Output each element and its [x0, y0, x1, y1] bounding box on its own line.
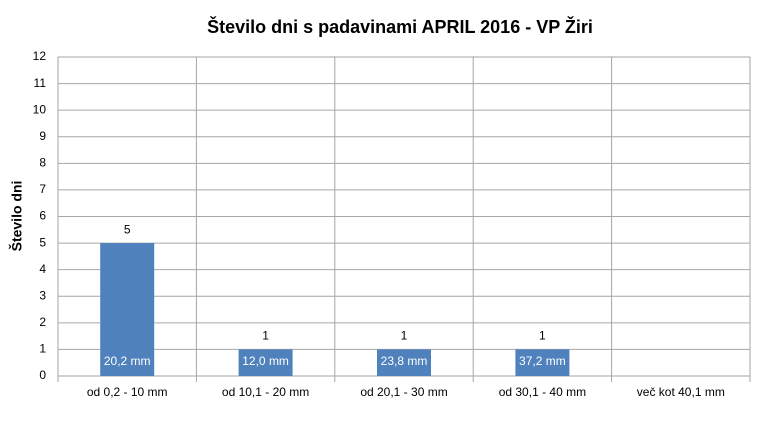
y-tick-label: 4: [39, 262, 46, 276]
x-tick-label: od 10,1 - 20 mm: [222, 385, 309, 399]
y-axis-label: Število dni: [8, 181, 25, 252]
y-tick-label: 2: [39, 315, 46, 329]
x-tick-label: od 30,1 - 40 mm: [499, 385, 586, 399]
x-tick-label: od 20,1 - 30 mm: [360, 385, 447, 399]
y-tick-label: 1: [39, 342, 46, 356]
bar-annotation: 37,2 mm: [519, 354, 566, 368]
y-tick-label: 5: [39, 235, 46, 249]
y-tick-label: 10: [33, 102, 47, 116]
y-tick-label: 6: [39, 209, 46, 223]
x-tick-label: od 0,2 - 10 mm: [87, 385, 168, 399]
y-tick-label: 8: [39, 156, 46, 170]
data-label: 1: [262, 329, 269, 343]
data-label: 5: [124, 222, 131, 236]
y-tick-label: 12: [33, 49, 47, 63]
bar-annotation: 23,8 mm: [381, 354, 428, 368]
x-tick-label: več kot 40,1 mm: [637, 385, 725, 399]
y-tick-label: 11: [34, 76, 47, 90]
data-label: 1: [401, 329, 408, 343]
y-tick-label: 7: [39, 182, 46, 196]
chart-title: Število dni s padavinami APRIL 2016 - VP…: [207, 16, 593, 37]
bar: [377, 349, 431, 376]
bar-annotation: 12,0 mm: [242, 354, 289, 368]
y-tick-label: 0: [39, 368, 46, 382]
y-tick-label: 9: [39, 129, 46, 143]
data-label: 1: [539, 329, 546, 343]
y-tick-label: 3: [39, 288, 46, 302]
bar: [100, 243, 155, 376]
bar-annotation: 20,2 mm: [104, 354, 151, 368]
bar: [515, 349, 570, 376]
bar: [238, 349, 293, 376]
